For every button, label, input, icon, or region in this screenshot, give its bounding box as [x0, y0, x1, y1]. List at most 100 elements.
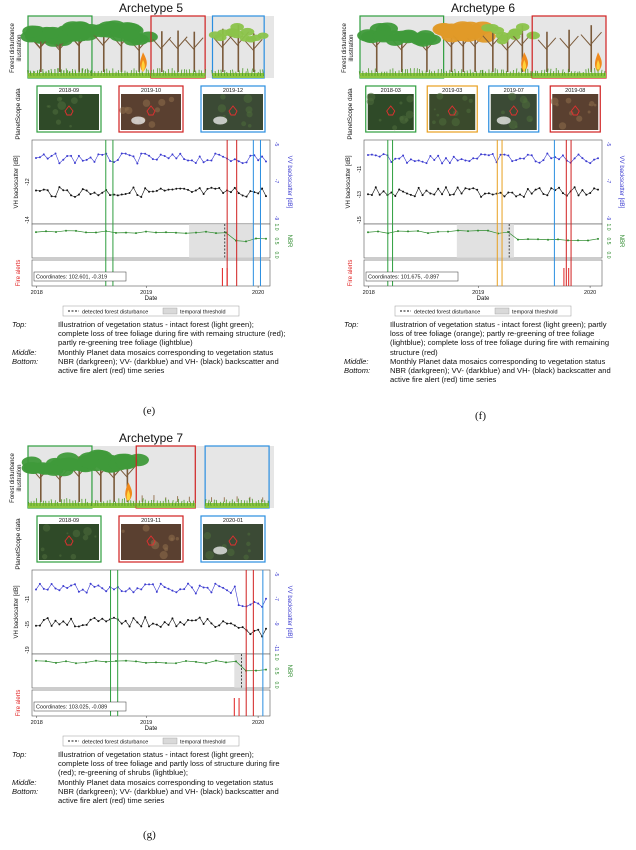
vh-backscatter-point	[124, 192, 127, 195]
vh-backscatter-point	[214, 625, 217, 628]
nbr-point	[135, 232, 137, 235]
vv-backscatter-point	[511, 160, 514, 163]
caption-key: Bottom:	[12, 356, 39, 366]
mosaic-texture	[399, 101, 403, 105]
vh-backscatter-point	[538, 187, 541, 190]
tree-branch	[177, 36, 188, 48]
mosaic-texture	[247, 549, 251, 553]
vv-backscatter-point	[124, 152, 127, 155]
vh-tick-label: -15	[25, 621, 31, 628]
tree-branch	[244, 40, 255, 52]
grass-blade	[232, 69, 234, 77]
vh-backscatter-point	[507, 191, 510, 194]
mosaic-texture	[72, 529, 81, 538]
vv-backscatter-point	[187, 159, 190, 162]
grass-blade	[114, 501, 117, 507]
vh-backscatter-point	[70, 617, 73, 620]
nbr-point	[85, 661, 87, 664]
panel-label: (e)	[143, 405, 156, 417]
vh-backscatter-point	[398, 188, 401, 191]
mosaic-date: 2019-08	[565, 88, 585, 94]
caption-key: Top:	[12, 750, 27, 759]
vv-backscatter-point	[487, 154, 490, 157]
vv-backscatter-point	[229, 591, 232, 594]
vh-backscatter-point	[526, 187, 529, 190]
vv-backscatter-point	[66, 154, 69, 157]
vh-backscatter-point	[155, 623, 158, 626]
grass-blade	[368, 68, 370, 77]
vv-backscatter-point	[190, 586, 193, 589]
tree-foliage	[508, 28, 522, 37]
grass-blade	[219, 501, 222, 507]
vh-backscatter-point	[148, 625, 151, 628]
caption-row: Middle: Monthly Planet data mosaics corre…	[344, 357, 618, 366]
vv-backscatter-point	[101, 153, 104, 156]
mosaic-texture	[142, 524, 150, 532]
vv-backscatter-point	[198, 155, 201, 158]
vv-backscatter-point	[218, 153, 221, 156]
vv-backscatter-point	[573, 157, 576, 160]
vv-backscatter-point	[50, 582, 53, 585]
grass-blade	[404, 69, 406, 77]
grass-blade	[502, 69, 505, 77]
vv-backscatter-point	[35, 588, 37, 591]
mosaic-texture	[164, 547, 169, 552]
vv-backscatter-point	[417, 159, 420, 162]
vh-backscatter-point	[257, 628, 260, 631]
ground-grass	[483, 73, 533, 78]
mosaic-texture	[59, 554, 62, 557]
vh-backscatter-point	[437, 187, 440, 190]
vh-backscatter-point	[62, 620, 65, 623]
nbr-point	[367, 231, 369, 234]
vh-backscatter-point	[163, 621, 166, 624]
mosaic-texture	[593, 103, 597, 107]
vh-backscatter-point	[214, 187, 217, 190]
nbr-point	[65, 660, 67, 663]
mosaic-image	[367, 94, 414, 130]
nbr-point	[467, 230, 469, 233]
vh-backscatter-point	[190, 619, 193, 622]
vv-backscatter-point	[433, 158, 436, 161]
grass-blade	[183, 69, 185, 77]
grass-blade	[440, 69, 442, 77]
vv-tick-label: -5	[273, 572, 279, 577]
vh-backscatter-point	[542, 193, 545, 196]
vv-backscatter-point	[374, 154, 377, 157]
vv-backscatter-point	[46, 157, 49, 160]
vh-backscatter-point	[109, 194, 112, 197]
mosaic-texture	[246, 541, 251, 547]
mosaic-texture	[223, 114, 226, 118]
grass-blade	[418, 68, 421, 77]
nbr-point	[95, 659, 97, 662]
vh-backscatter-point	[441, 193, 444, 196]
vh-tick-label: -15	[357, 216, 363, 223]
vh-backscatter-point	[128, 625, 131, 628]
nbr-point	[225, 231, 227, 234]
vh-axis-label: VH backscatter [dB]	[346, 155, 352, 208]
backscatter-plot-frame	[31, 569, 271, 655]
nbr-point	[85, 231, 87, 234]
vh-backscatter-point	[265, 195, 267, 198]
nbr-point	[507, 231, 509, 234]
nbr-line	[367, 230, 599, 241]
vv-backscatter-point	[58, 162, 61, 165]
nbr-point	[95, 231, 97, 234]
nbr-point	[397, 230, 399, 233]
mosaic-texture	[168, 96, 175, 103]
grass-blade	[576, 71, 579, 77]
coordinates-box	[365, 271, 459, 282]
mosaic-texture	[501, 110, 505, 115]
grass-blade	[123, 498, 126, 507]
grass-blade	[520, 68, 523, 77]
panel-archetype-6: Archetype 6 Forest disturbanceillustratio…	[342, 1, 624, 317]
vh-backscatter-point	[140, 625, 143, 628]
vv-backscatter-point	[151, 158, 154, 161]
vh-tick-label: -19	[25, 646, 31, 653]
nbr-tick-label: 0.0	[273, 252, 279, 259]
vh-backscatter-point	[38, 189, 41, 192]
vh-backscatter-point	[499, 191, 502, 194]
grass-blade	[77, 501, 80, 507]
vh-backscatter-point	[460, 192, 463, 195]
tree-foliage	[526, 31, 540, 40]
vh-backscatter-point	[511, 191, 514, 194]
